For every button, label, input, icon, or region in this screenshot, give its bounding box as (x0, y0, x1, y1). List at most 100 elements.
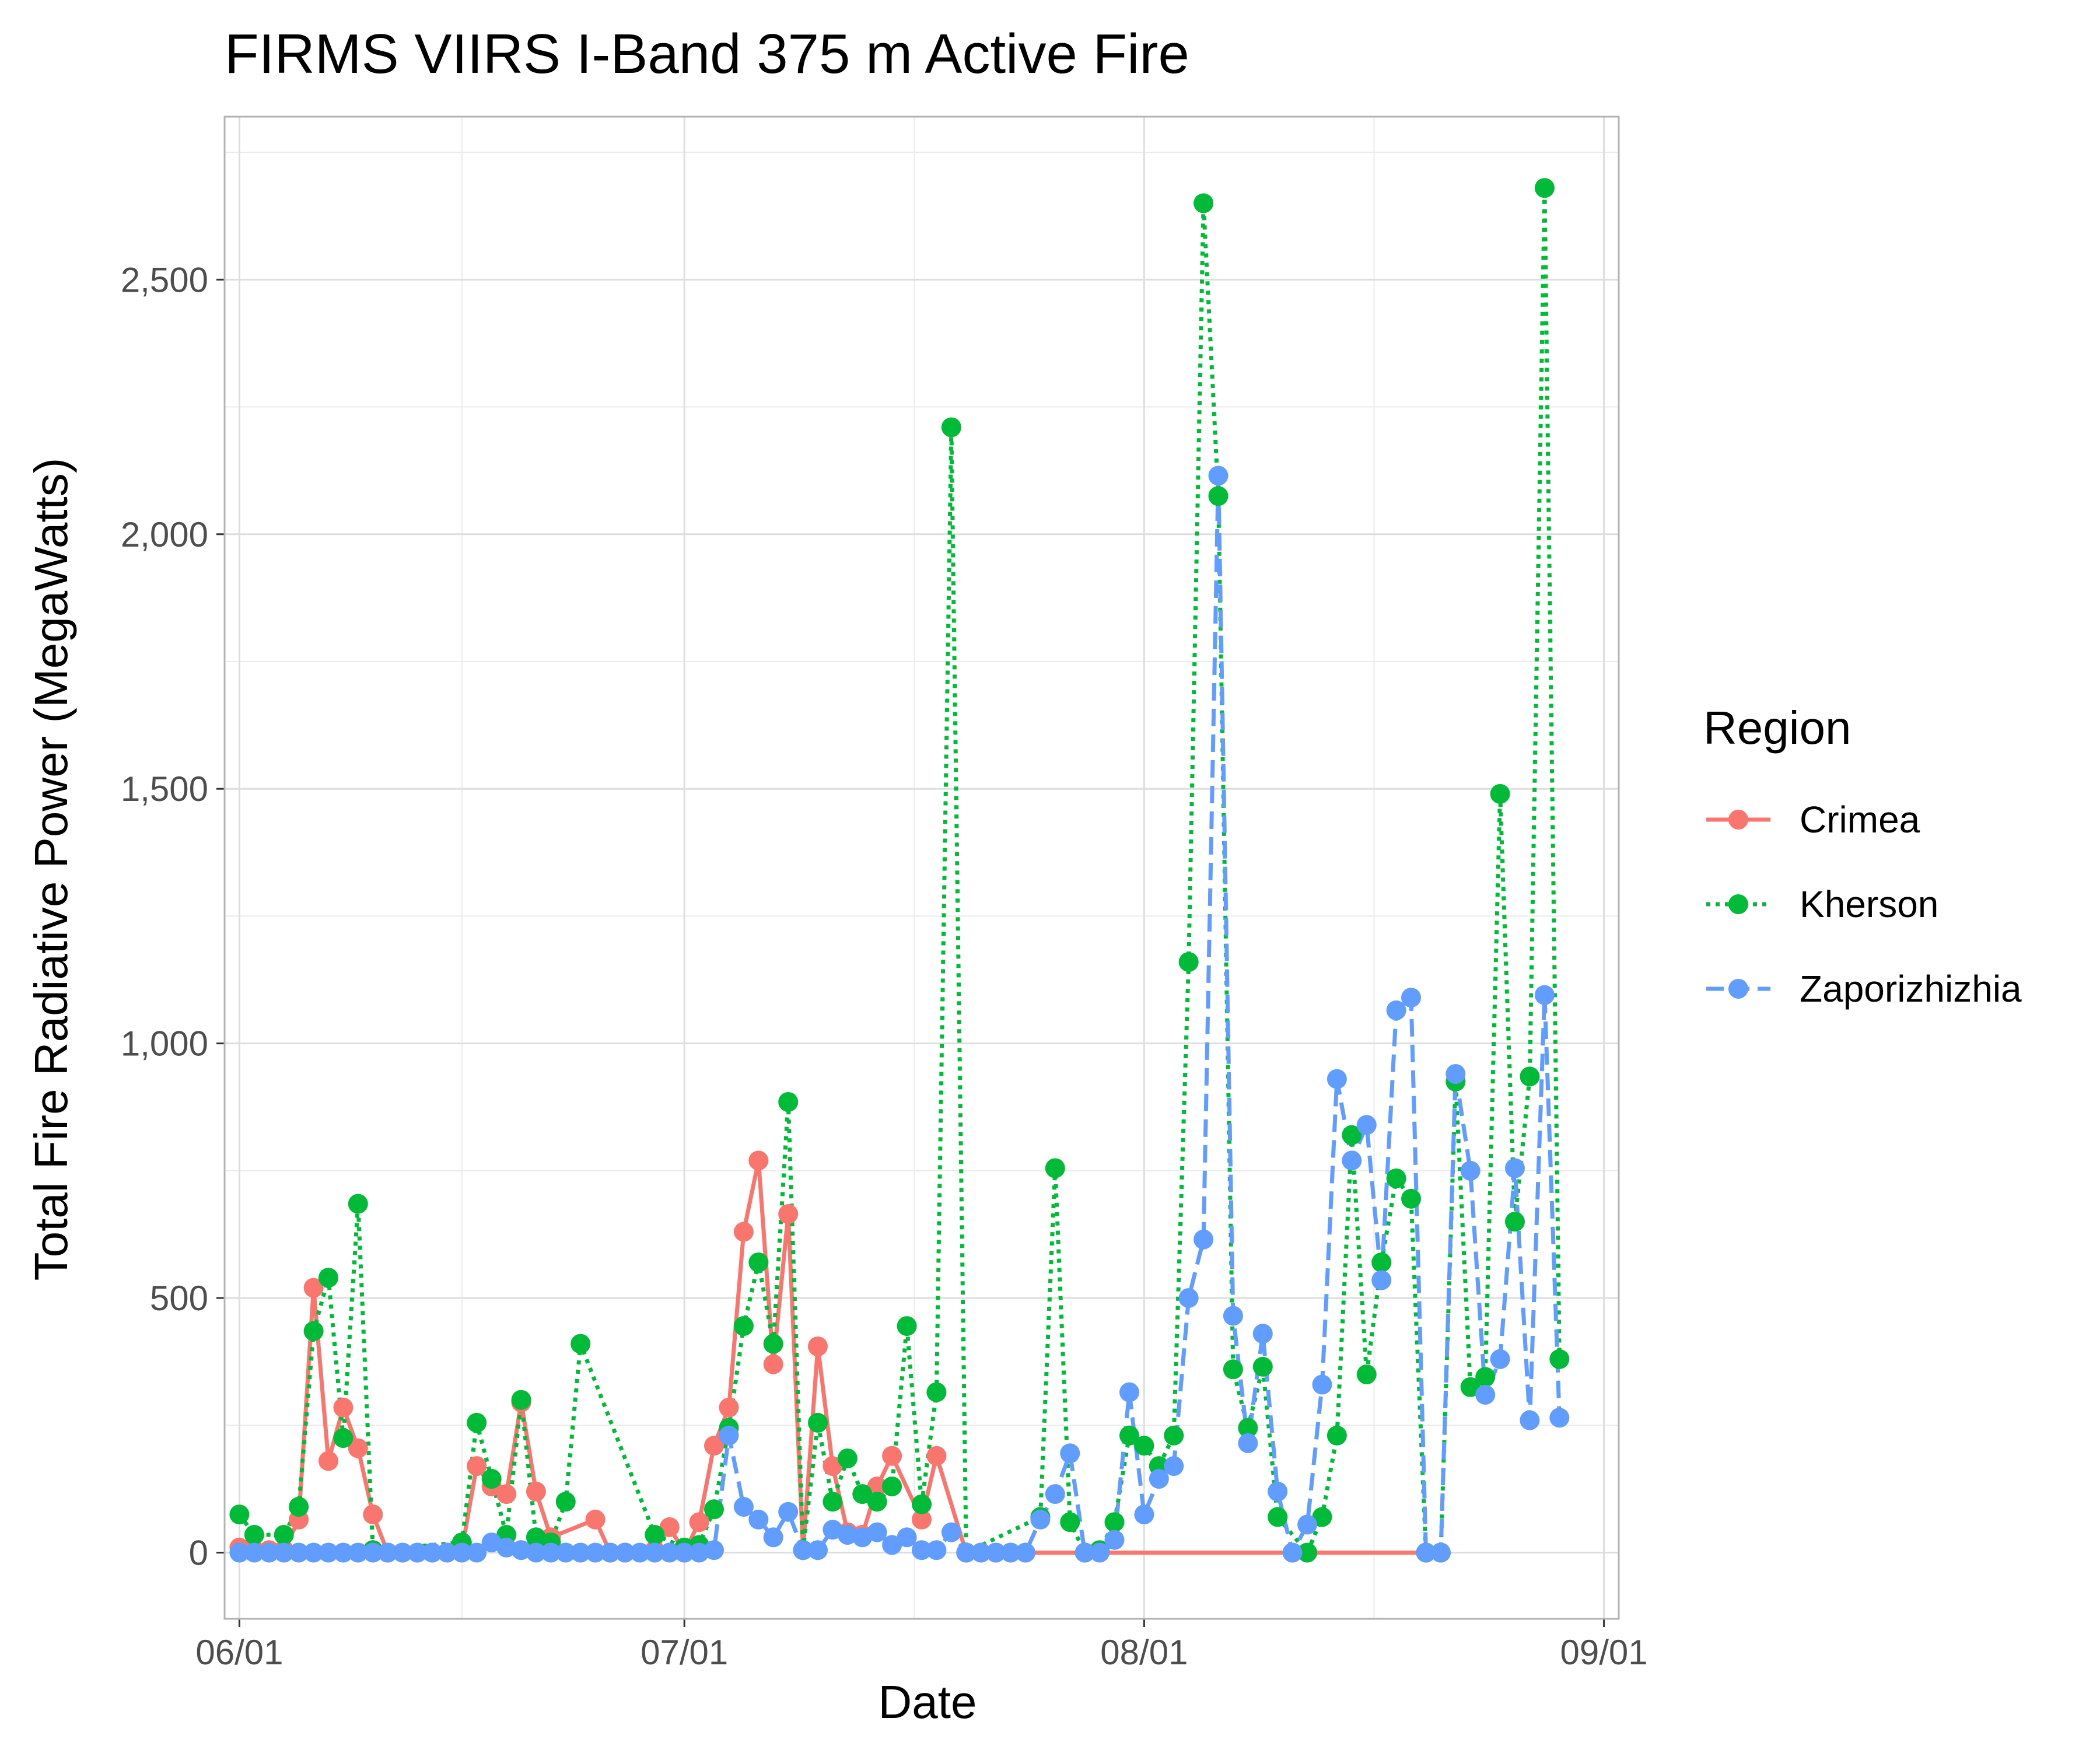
data-point-zaporizhizhia (971, 1542, 991, 1563)
data-point-zaporizhizhia (778, 1502, 799, 1522)
data-point-zaporizhizhia (1016, 1542, 1035, 1563)
data-point-kherson (1312, 1507, 1332, 1527)
y-tick-label: 1,500 (121, 769, 208, 809)
data-point-zaporizhizhia (1430, 1542, 1451, 1563)
data-point-kherson (748, 1252, 769, 1272)
data-point-zaporizhizhia (986, 1542, 1006, 1563)
data-point-zaporizhizhia (1282, 1542, 1303, 1563)
data-point-zaporizhizhia (1194, 1229, 1214, 1250)
data-point-zaporizhizhia (956, 1542, 977, 1563)
x-tick-label: 07/01 (640, 1633, 728, 1672)
data-point-kherson (897, 1316, 917, 1336)
data-point-zaporizhizhia (1104, 1530, 1125, 1550)
data-point-crimea (763, 1354, 783, 1374)
data-point-zaporizhizhia (748, 1509, 769, 1530)
data-point-zaporizhizhia (1460, 1160, 1480, 1181)
data-point-zaporizhizhia (1446, 1064, 1466, 1084)
data-point-zaporizhizhia (333, 1542, 354, 1563)
data-point-zaporizhizhia (1386, 1000, 1406, 1020)
data-point-kherson (882, 1476, 902, 1497)
data-point-crimea (363, 1504, 383, 1525)
data-point-kherson (1534, 178, 1555, 198)
data-point-zaporizhizhia (615, 1542, 635, 1563)
data-point-zaporizhizhia (1060, 1443, 1080, 1464)
data-point-kherson (1045, 1158, 1065, 1178)
data-point-zaporizhizhia (467, 1542, 487, 1563)
data-point-kherson (1252, 1356, 1273, 1377)
data-point-zaporizhizhia (1326, 1069, 1347, 1089)
data-point-kherson (1326, 1425, 1347, 1446)
data-point-zaporizhizhia (407, 1542, 428, 1563)
data-point-kherson (852, 1484, 873, 1504)
chart-title: FIRMS VIIRS I-Band 375 m Active Fire (225, 23, 1189, 85)
data-point-zaporizhizhia (1534, 985, 1555, 1005)
data-point-kherson (1475, 1367, 1496, 1387)
data-point-kherson (1164, 1425, 1184, 1446)
data-point-crimea (585, 1509, 606, 1530)
data-point-zaporizhizhia (1119, 1382, 1139, 1402)
y-tick-label: 0 (189, 1534, 208, 1573)
data-point-zaporizhizhia (541, 1542, 561, 1563)
legend-key-point-crimea (1728, 810, 1748, 830)
data-point-kherson (763, 1334, 783, 1354)
panel-background (225, 117, 1619, 1619)
data-point-zaporizhizhia (1549, 1408, 1570, 1428)
data-point-kherson (467, 1412, 487, 1433)
y-tick-label: 500 (150, 1279, 208, 1318)
data-point-zaporizhizhia (793, 1540, 813, 1560)
data-point-crimea (822, 1456, 843, 1476)
legend: Region Crimea Kherson Zaporizhizhia (1703, 702, 2022, 1010)
data-point-zaporizhizhia (719, 1425, 739, 1446)
data-point-zaporizhizhia (1149, 1469, 1169, 1489)
y-tick-label: 2,000 (121, 515, 208, 554)
y-tick-label: 2,500 (121, 260, 208, 299)
data-point-zaporizhizhia (1090, 1542, 1110, 1563)
data-point-kherson (926, 1382, 947, 1402)
data-point-zaporizhizhia (259, 1542, 279, 1563)
data-point-zaporizhizhia (629, 1542, 650, 1563)
data-point-crimea (704, 1436, 724, 1456)
data-point-kherson (1208, 486, 1228, 506)
data-point-kherson (481, 1469, 502, 1489)
data-point-zaporizhizhia (1520, 1410, 1540, 1430)
data-point-zaporizhizhia (1505, 1158, 1525, 1178)
data-point-zaporizhizhia (1178, 1288, 1199, 1308)
data-point-zaporizhizhia (674, 1542, 695, 1563)
x-tick-label: 08/01 (1100, 1633, 1188, 1672)
data-point-zaporizhizhia (912, 1540, 932, 1560)
legend-key-point-zaporizhizhia (1728, 979, 1748, 999)
data-point-zaporizhizhia (1297, 1514, 1318, 1535)
data-point-kherson (1104, 1512, 1125, 1532)
data-point-crimea (333, 1397, 354, 1418)
data-point-kherson (1194, 193, 1214, 214)
data-point-zaporizhizhia (1268, 1481, 1288, 1502)
data-point-zaporizhizhia (229, 1542, 250, 1563)
data-point-zaporizhizhia (1342, 1150, 1362, 1171)
data-point-zaporizhizhia (926, 1540, 947, 1560)
legend-label-zaporizhizhia: Zaporizhizhia (1800, 968, 2022, 1010)
data-point-kherson (1460, 1377, 1480, 1397)
data-point-crimea (778, 1204, 799, 1224)
data-point-kherson (808, 1412, 828, 1433)
data-point-kherson (318, 1268, 338, 1288)
data-point-kherson (1134, 1436, 1154, 1456)
data-point-kherson (511, 1390, 531, 1410)
data-point-kherson (333, 1428, 354, 1448)
data-point-kherson (244, 1525, 264, 1545)
data-point-zaporizhizhia (303, 1542, 324, 1563)
data-point-crimea (808, 1336, 828, 1356)
data-point-crimea (659, 1517, 680, 1537)
data-point-crimea (882, 1446, 902, 1466)
data-point-kherson (348, 1194, 368, 1214)
data-point-kherson (1238, 1418, 1258, 1438)
data-point-kherson (912, 1494, 932, 1514)
data-point-crimea (496, 1484, 517, 1504)
data-point-zaporizhizhia (1401, 988, 1421, 1008)
data-point-crimea (348, 1438, 368, 1458)
data-point-zaporizhizhia (1475, 1384, 1496, 1405)
data-point-crimea (318, 1451, 338, 1471)
legend-title: Region (1703, 702, 1852, 754)
data-point-kherson (1356, 1364, 1377, 1384)
data-point-crimea (719, 1397, 739, 1418)
